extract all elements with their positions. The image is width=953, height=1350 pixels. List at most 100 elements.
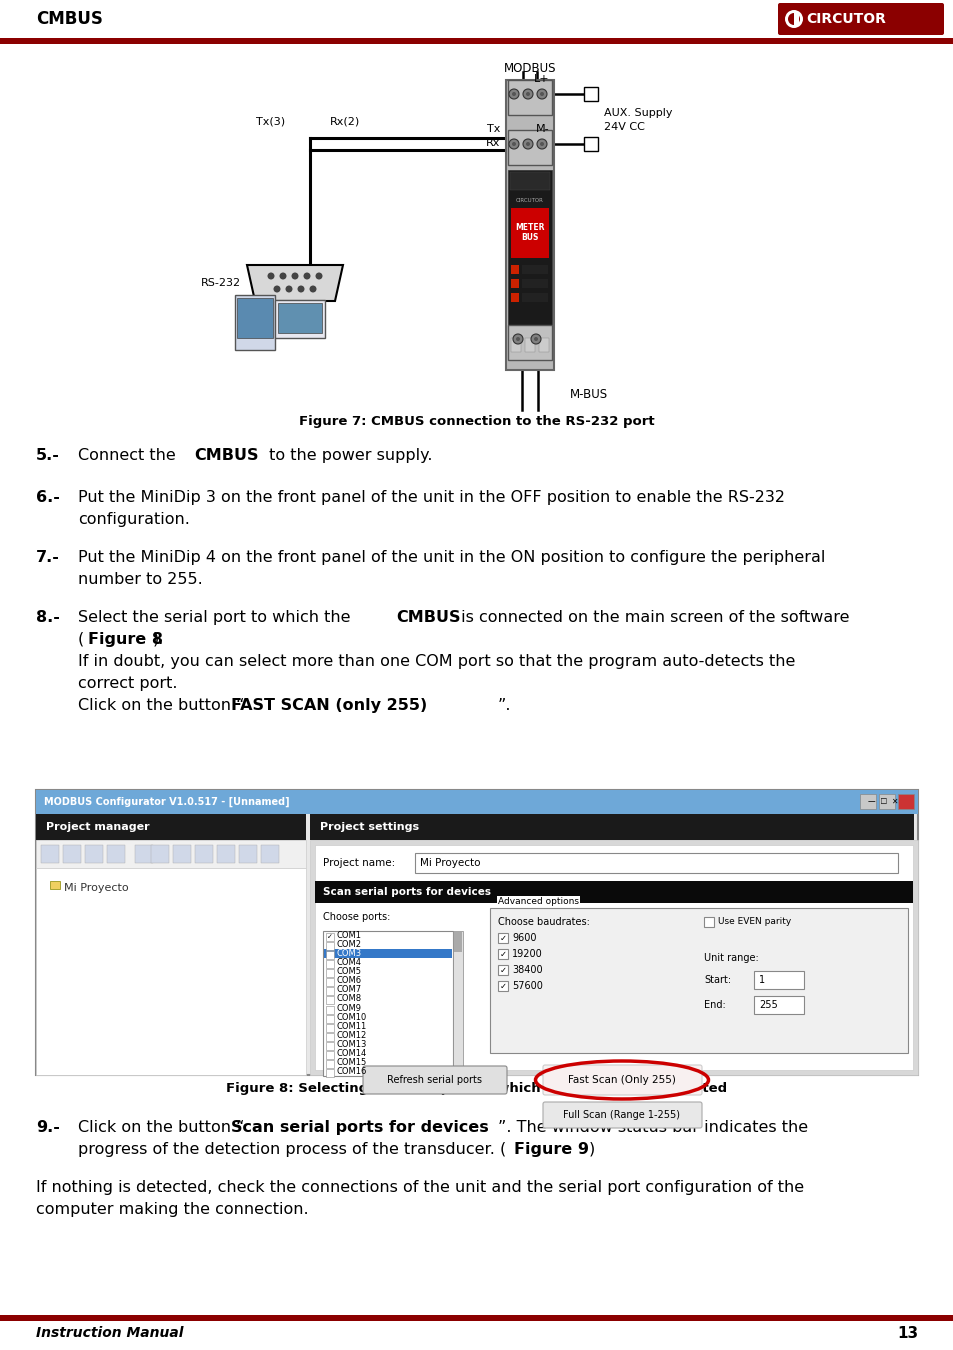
Bar (703, 917, 713, 927)
Text: ✓: ✓ (499, 965, 506, 975)
Bar (524, 338, 535, 352)
Bar (326, 1042, 334, 1050)
Text: COM5: COM5 (336, 968, 361, 976)
Text: Choose ports:: Choose ports: (323, 913, 390, 922)
Text: Put the MiniDip 3 on the front panel of the unit in the OFF position to enable t: Put the MiniDip 3 on the front panel of … (78, 490, 784, 505)
Bar (507, 325, 552, 360)
Bar (36, 814, 306, 840)
Text: COM10: COM10 (336, 1012, 367, 1022)
Circle shape (274, 285, 280, 293)
Text: ✓: ✓ (499, 981, 506, 991)
Bar (793, 14, 799, 26)
Text: (: ( (78, 632, 84, 647)
Text: Start:: Start: (703, 975, 730, 985)
Text: AUX. Supply: AUX. Supply (603, 108, 672, 117)
Text: Project manager: Project manager (46, 822, 150, 832)
Bar (859, 794, 875, 809)
Text: End:: End: (703, 1000, 725, 1010)
Bar (41, 845, 59, 863)
Bar (314, 845, 912, 1071)
Text: COM16: COM16 (336, 1066, 367, 1076)
Bar (510, 171, 550, 190)
Bar (497, 965, 507, 975)
Bar (310, 814, 913, 840)
Bar (497, 933, 507, 944)
Text: CIRCUTOR: CIRCUTOR (516, 197, 543, 202)
Bar (0, 0, 953, 38)
Circle shape (309, 285, 316, 293)
Text: COM4: COM4 (336, 958, 361, 967)
Bar (0, 1315, 953, 1322)
Bar (326, 1023, 334, 1031)
Bar (326, 1006, 334, 1014)
Bar (194, 845, 213, 863)
Bar (878, 794, 894, 809)
Bar (454, 931, 461, 952)
Bar (326, 969, 334, 977)
Bar (521, 265, 547, 274)
Bar (511, 293, 518, 302)
Text: 6.-: 6.- (36, 490, 60, 505)
Bar (511, 279, 518, 288)
Text: CMBUS: CMBUS (193, 448, 258, 463)
Circle shape (516, 338, 519, 342)
Text: Choose baudrates:: Choose baudrates: (497, 917, 589, 927)
Text: M-: M- (536, 124, 550, 134)
Bar (234, 296, 274, 350)
Text: correct port.: correct port. (78, 676, 177, 691)
Text: Project name:: Project name: (323, 859, 395, 868)
Text: COM9: COM9 (336, 1003, 361, 1012)
Circle shape (525, 142, 530, 146)
Bar (326, 1033, 334, 1041)
Text: 24V CC: 24V CC (603, 122, 644, 132)
Bar (314, 882, 912, 903)
Bar (36, 790, 917, 814)
Circle shape (512, 142, 516, 146)
Bar (324, 949, 452, 958)
Text: progress of the detection process of the transducer. (: progress of the detection process of the… (78, 1142, 506, 1157)
Bar (239, 845, 256, 863)
Circle shape (537, 89, 546, 99)
Bar (583, 86, 598, 101)
Bar (326, 942, 334, 950)
Circle shape (784, 9, 802, 28)
Circle shape (513, 333, 522, 344)
Text: CMBUS: CMBUS (395, 610, 460, 625)
Text: ”.: ”. (497, 698, 511, 713)
Text: 19200: 19200 (512, 949, 542, 958)
Bar (172, 845, 191, 863)
Text: M-BUS: M-BUS (569, 389, 607, 401)
Circle shape (303, 273, 310, 279)
Text: COM15: COM15 (336, 1058, 367, 1066)
Bar (538, 338, 548, 352)
Circle shape (285, 285, 293, 293)
Text: is connected on the main screen of the software: is connected on the main screen of the s… (456, 610, 848, 625)
Bar (0, 38, 953, 45)
Text: number to 255.: number to 255. (78, 572, 203, 587)
Text: ): ) (588, 1142, 595, 1157)
Bar (36, 790, 917, 1075)
Bar (505, 80, 554, 370)
Text: Instruction Manual: Instruction Manual (36, 1326, 183, 1341)
Text: 5.-: 5.- (36, 448, 60, 463)
Text: COM6: COM6 (336, 976, 362, 986)
Text: Click on the button “: Click on the button “ (78, 1120, 244, 1135)
Text: CIRCUTOR: CIRCUTOR (805, 12, 885, 26)
Bar (326, 979, 334, 987)
Circle shape (537, 139, 546, 148)
Bar (507, 170, 552, 329)
Text: to the power supply.: to the power supply. (264, 448, 432, 463)
Text: Fast Scan (Only 255): Fast Scan (Only 255) (567, 1075, 676, 1085)
Text: Full Scan (Range 1-255): Full Scan (Range 1-255) (563, 1110, 679, 1120)
Bar (326, 987, 334, 995)
Bar (36, 840, 306, 868)
Text: ).: ). (152, 632, 164, 647)
Bar (326, 1015, 334, 1022)
Bar (521, 279, 547, 288)
Text: ✓: ✓ (499, 933, 506, 942)
Bar (151, 845, 169, 863)
Text: computer making the connection.: computer making the connection. (36, 1202, 309, 1216)
Text: If nothing is detected, check the connections of the unit and the serial port co: If nothing is detected, check the connec… (36, 1180, 803, 1195)
Text: 57600: 57600 (512, 981, 542, 991)
Bar (274, 300, 325, 338)
